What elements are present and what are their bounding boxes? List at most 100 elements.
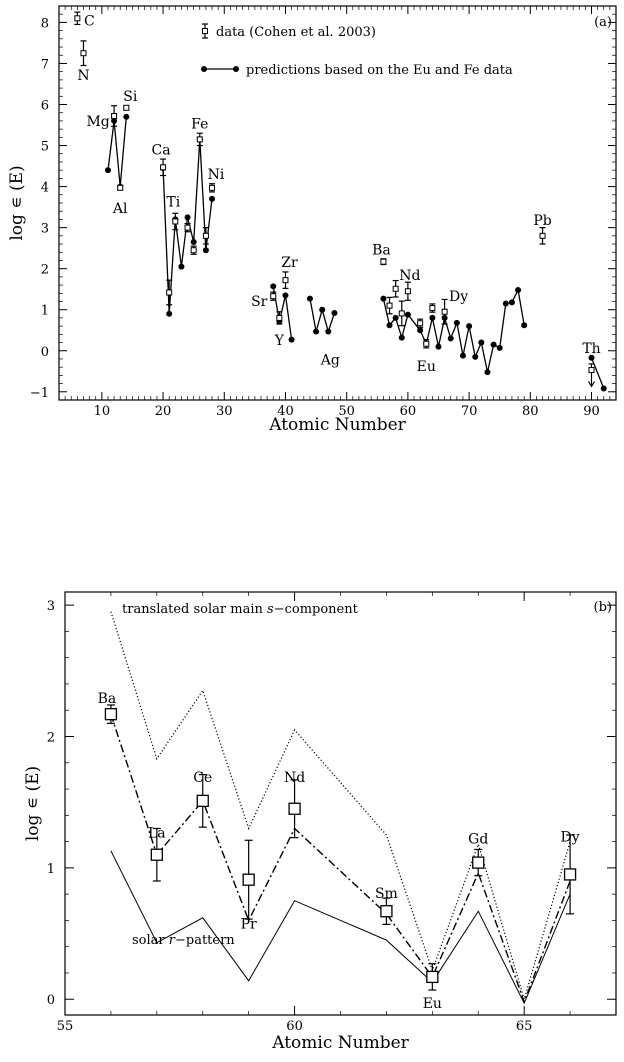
element-label: La [148,826,166,842]
panel-label: (b) [594,600,612,615]
element-label: Sr [251,294,268,310]
data-point [588,367,595,374]
data-point [74,15,81,22]
y-tick-label: 6 [41,99,49,114]
prediction-point [588,354,595,361]
data-point [196,794,209,808]
prediction-line [309,298,336,334]
data-point [80,50,87,57]
x-axis-label: Atomic Number [268,415,406,435]
element-label: Ba [372,243,391,259]
data-point [172,218,179,225]
prediction-point [502,300,509,307]
element-label: Nd [284,770,305,786]
x-tick-label: 50 [338,404,355,419]
y-tick-label: 7 [41,57,49,72]
prediction-point [306,295,313,302]
curve-dashdot [110,713,571,1004]
element-label: Ag [320,352,340,368]
prediction-point [515,287,522,294]
y-tick-label: 1 [41,304,49,319]
element-label: Zr [281,255,298,271]
prediction-point [202,247,209,254]
data-point [472,856,485,869]
curve-label-s-component: translated solar main s−component [122,602,359,617]
x-tick-label: 65 [516,1019,533,1034]
prediction-point [178,263,185,270]
prediction-point [325,328,332,335]
prediction-point [521,322,528,329]
element-label: Ni [208,167,225,183]
prediction-point [404,311,411,318]
data-point [184,224,191,231]
x-tick-label: 80 [522,404,539,419]
element-label: Al [112,201,128,217]
y-tick-label: 4 [41,181,49,196]
data-point [104,708,118,721]
element-label: Nd [399,268,420,284]
data-point [429,305,436,312]
y-tick-label: 5 [41,140,49,155]
prediction-point [600,385,607,392]
prediction-point [459,352,466,359]
element-label: Ce [193,770,212,786]
data-point [190,247,197,254]
data-point [117,184,124,191]
y-tick-label: 3 [41,222,49,237]
prediction-point [380,295,387,302]
y-tick-label: 3 [47,599,55,614]
x-tick-label: 20 [155,404,172,419]
y-tick-label: 2 [41,263,49,278]
element-label: C [84,13,95,29]
prediction-point [190,238,197,245]
data-point [196,136,203,143]
element-label: Eu [417,359,436,375]
prediction-point [453,319,460,326]
y-axis-label: log ∊ (E) [7,165,27,240]
data-point [404,288,411,295]
x-tick-label: 30 [216,404,233,419]
prediction-point [288,336,295,343]
prediction-point [386,322,393,329]
x-tick-label: 40 [277,404,294,419]
data-point [392,285,399,292]
prediction-point [319,306,326,313]
y-tick-label: 0 [41,345,49,360]
prediction-point [490,341,497,348]
element-label: Dy [561,829,580,845]
x-axis-label: Atomic Number [271,1033,409,1053]
prediction-point [398,334,405,341]
data-point [563,868,577,881]
data-point [426,970,439,984]
data-point [150,848,163,861]
panel-b: 55 60 65 0 1 2 3 Atomic Number log ∊ (E) (b) Ba La C… [23,591,617,1053]
data-point [166,289,173,296]
prediction-point [472,353,479,360]
data-point [209,184,216,191]
y-tick-label: 2 [47,731,55,746]
prediction-point [466,323,473,330]
element-label: Fe [191,116,208,132]
data-point [539,232,546,239]
element-label: Ti [166,194,180,210]
element-label: Th [582,341,600,357]
element-label: Pr [241,917,257,933]
element-label: Si [123,89,138,105]
x-tick-label: 10 [94,404,111,419]
x-tick-label: 70 [461,404,478,419]
y-tick-label: 1 [47,862,55,877]
element-label: Mg [86,114,109,130]
prediction-line [590,357,605,389]
prediction-point [104,167,111,174]
data-point [270,293,277,300]
x-tick-label: 60 [400,404,417,419]
prediction-line [272,286,293,340]
prediction-point [447,335,454,342]
prediction-point [478,339,485,346]
panel-label: (a) [594,15,612,30]
prediction-point [484,369,491,376]
legend-dot [201,66,207,72]
data-point [160,164,167,171]
data-point [380,258,387,265]
prediction-point [184,214,191,221]
